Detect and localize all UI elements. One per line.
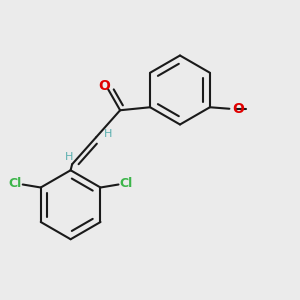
Text: Cl: Cl bbox=[8, 177, 22, 190]
Text: H: H bbox=[104, 129, 112, 139]
Text: H: H bbox=[65, 152, 73, 162]
Text: O: O bbox=[99, 79, 110, 93]
Text: O: O bbox=[232, 102, 244, 116]
Text: Cl: Cl bbox=[120, 177, 133, 190]
